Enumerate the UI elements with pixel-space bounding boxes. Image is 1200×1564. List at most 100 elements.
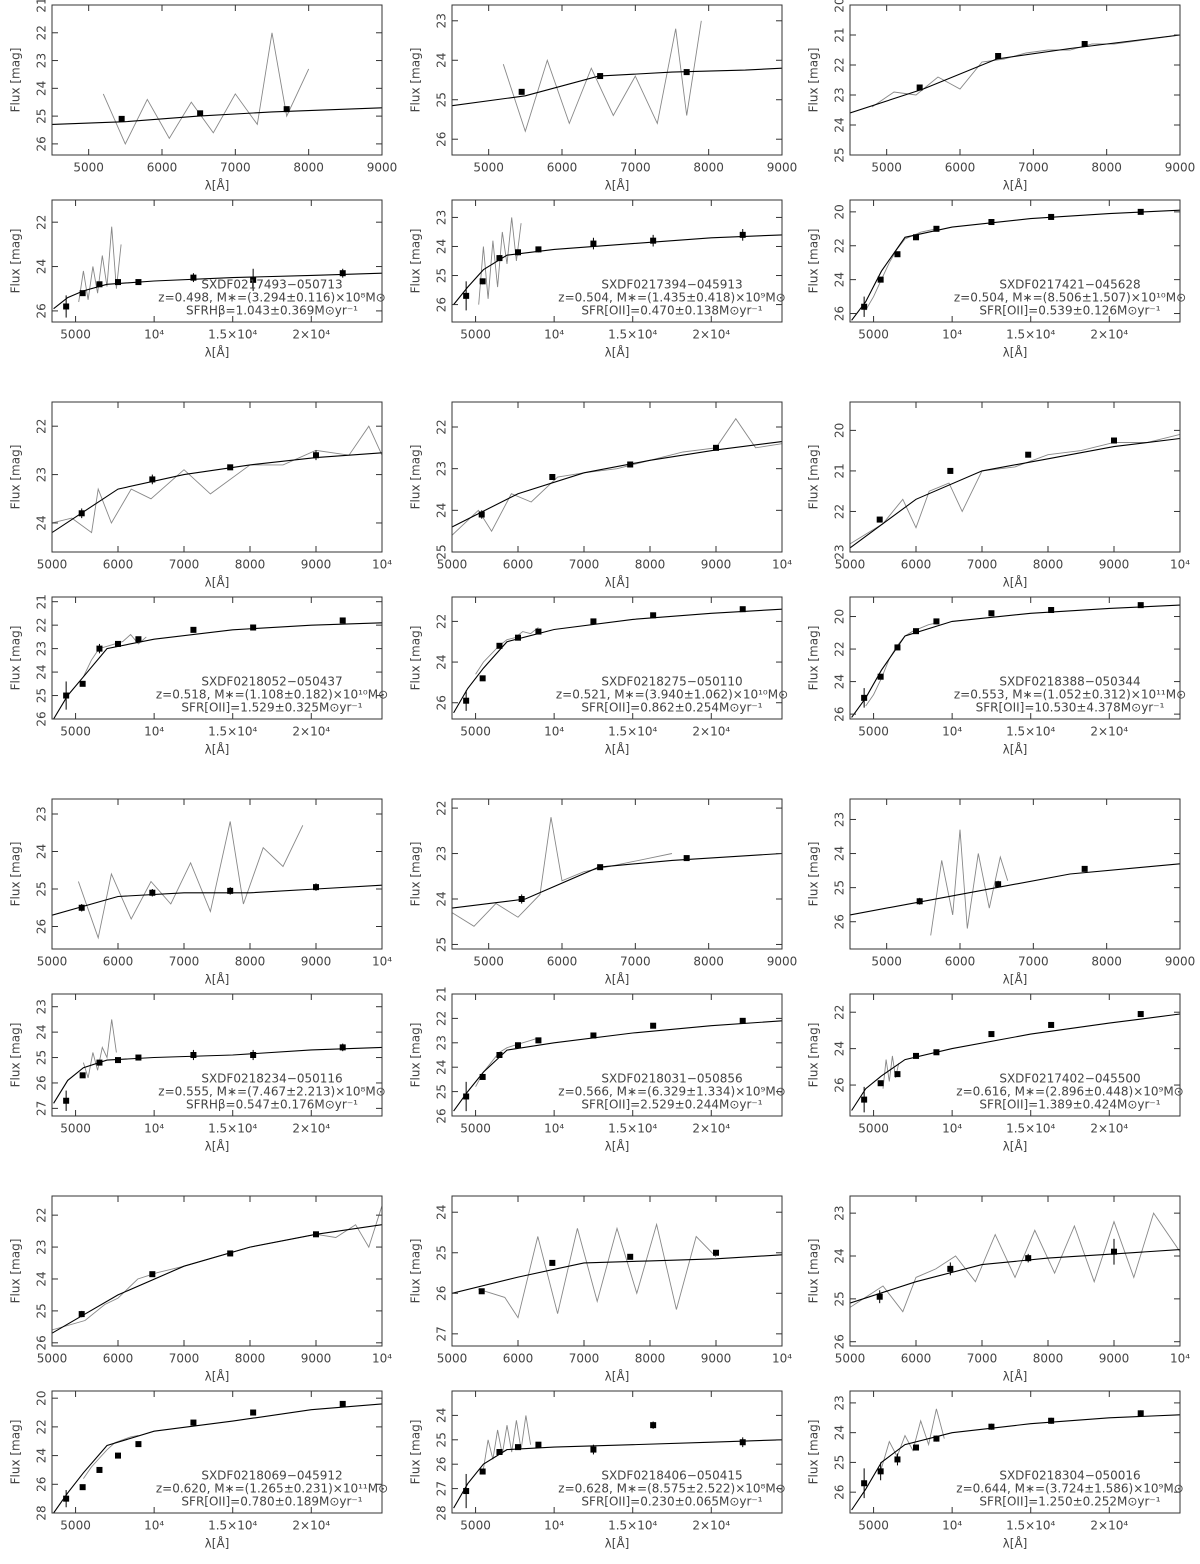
photometry-point bbox=[739, 1439, 746, 1446]
photometry-point bbox=[63, 303, 70, 310]
y-tick-label: 25 bbox=[833, 147, 847, 162]
photometry-point bbox=[227, 464, 234, 471]
y-axis-label: Flux [mag] bbox=[9, 1023, 23, 1088]
y-axis-label: Flux [mag] bbox=[409, 1420, 423, 1485]
x-tick-label: 7000 bbox=[569, 1352, 600, 1366]
x-tick-label: 9000 bbox=[367, 161, 398, 175]
photometry-point bbox=[739, 1017, 746, 1024]
x-tick-label: 10⁴ bbox=[144, 1519, 164, 1533]
y-tick-label: 25 bbox=[35, 1050, 49, 1065]
y-tick-label: 24 bbox=[35, 515, 49, 530]
model-line bbox=[453, 1020, 782, 1112]
x-tick-label: 2×10⁴ bbox=[292, 725, 330, 739]
x-tick-label: 2×10⁴ bbox=[1090, 328, 1128, 342]
photometry-point bbox=[1025, 451, 1032, 458]
spectrum-line bbox=[850, 433, 1180, 545]
annotation: SXDF0218069−045912 bbox=[201, 1469, 342, 1483]
photometry-point bbox=[877, 1080, 884, 1087]
photometry-point bbox=[549, 474, 556, 480]
panel: 5000 6000 7000 8000 9000 10⁴ 20 21 22 23 λ[Å] Flux … bbox=[807, 401, 1190, 590]
y-axis-label: Flux [mag] bbox=[9, 626, 23, 691]
x-tick-label: 5000 bbox=[871, 955, 902, 969]
y-axis-label: Flux [mag] bbox=[807, 1239, 821, 1304]
photometry-point bbox=[988, 1031, 995, 1038]
photometry-point bbox=[877, 673, 884, 680]
y-tick-label: 23 bbox=[435, 846, 449, 861]
x-tick-label: 1.5×10⁴ bbox=[608, 1122, 657, 1136]
y-tick-label: 25 bbox=[435, 92, 449, 107]
photometry-point bbox=[1137, 602, 1144, 609]
photometry-point bbox=[463, 292, 470, 299]
x-axis-label: λ[Å] bbox=[1003, 742, 1028, 757]
x-axis-label: λ[Å] bbox=[605, 178, 630, 193]
annotation: SFR[OII]=0.780±0.189M⊙yr⁻¹ bbox=[181, 1495, 362, 1509]
x-tick-label: 5000 bbox=[871, 161, 902, 175]
y-tick-label: 28 bbox=[35, 1505, 49, 1520]
spectrum-line bbox=[478, 1222, 717, 1319]
annotation: z=0.504, M∗=(1.435±0.418)×10⁹M⊙ bbox=[558, 291, 785, 305]
y-tick-label: 23 bbox=[435, 461, 449, 476]
photometry-point bbox=[590, 1032, 597, 1039]
photometry-point bbox=[627, 461, 634, 468]
x-tick-label: 9000 bbox=[701, 558, 732, 572]
y-tick-label: 24 bbox=[35, 81, 49, 96]
y-tick-label: 26 bbox=[435, 1457, 449, 1472]
x-tick-label: 1.5×10⁴ bbox=[1006, 328, 1055, 342]
plot-frame bbox=[849, 1195, 1181, 1347]
spectrum-line bbox=[83, 1435, 139, 1479]
photometry-point bbox=[197, 110, 204, 117]
photometry-point bbox=[947, 1265, 954, 1272]
x-tick-label: 6000 bbox=[103, 955, 134, 969]
y-tick-label: 24 bbox=[435, 503, 449, 518]
photometry-point bbox=[988, 610, 995, 617]
x-tick-label: 8000 bbox=[1091, 955, 1122, 969]
photometry-point bbox=[913, 628, 919, 635]
photometry-point bbox=[1111, 1248, 1117, 1255]
x-tick-label: 1.5×10⁴ bbox=[608, 725, 657, 739]
annotation: z=0.644, M∗=(3.724±1.586)×10⁹M⊙ bbox=[956, 1482, 1183, 1496]
photometry-point bbox=[118, 115, 125, 122]
y-tick-label: 23 bbox=[833, 1395, 847, 1410]
photometry-point bbox=[250, 276, 257, 283]
annotation: SFR[OII]=0.539±0.126M⊙yr⁻¹ bbox=[979, 304, 1160, 318]
photometry-point bbox=[933, 1435, 940, 1442]
photometry-point bbox=[515, 634, 521, 641]
photometry-point bbox=[518, 88, 525, 95]
photometry-point bbox=[597, 73, 604, 80]
x-axis-label: λ[Å] bbox=[205, 742, 230, 757]
y-tick-label: 27 bbox=[35, 1101, 49, 1116]
photometry-point bbox=[518, 896, 525, 902]
x-tick-label: 6000 bbox=[945, 161, 976, 175]
annotation: z=0.628, M∗=(8.575±2.522)×10⁸M⊙ bbox=[558, 1482, 785, 1496]
photometry-point bbox=[535, 246, 542, 253]
x-tick-label: 8000 bbox=[693, 161, 724, 175]
photometry-point bbox=[650, 1022, 657, 1029]
x-tick-label: 6000 bbox=[147, 161, 178, 175]
y-tick-label: 28 bbox=[435, 1505, 449, 1520]
y-tick-label: 24 bbox=[833, 674, 847, 689]
y-tick-label: 26 bbox=[833, 914, 847, 929]
panel: 5000 10⁴ 1.5×10⁴ 2×10⁴ 21 22 23 24 25 26 λ[Å] Flux … bbox=[9, 594, 389, 756]
photometry-point bbox=[894, 644, 901, 651]
x-axis-label: λ[Å] bbox=[1003, 345, 1028, 360]
photometry-point bbox=[496, 1052, 503, 1058]
photometry-point bbox=[78, 1311, 85, 1318]
annotation: SXDF0218031−050856 bbox=[601, 1072, 742, 1086]
x-tick-label: 6000 bbox=[547, 161, 578, 175]
x-tick-label: 8000 bbox=[235, 558, 266, 572]
annotation: SFRHβ=1.043±0.369M⊙yr⁻¹ bbox=[186, 304, 358, 318]
annotation: SFR[OII]=1.529±0.325M⊙yr⁻¹ bbox=[181, 701, 362, 715]
plot-frame bbox=[51, 1390, 383, 1514]
spectrum-line bbox=[452, 817, 673, 927]
y-tick-label: 22 bbox=[833, 504, 847, 519]
photometry-point bbox=[463, 697, 470, 704]
y-tick-label: 24 bbox=[435, 53, 449, 68]
x-tick-label: 5000 bbox=[437, 558, 468, 572]
y-tick-label: 21 bbox=[833, 463, 847, 478]
annotation: SXDF0218234−050116 bbox=[201, 1072, 342, 1086]
photometry-point bbox=[1137, 1011, 1144, 1018]
y-tick-label: 24 bbox=[435, 891, 449, 906]
x-axis-label: λ[Å] bbox=[605, 972, 630, 987]
photometry-point bbox=[478, 511, 485, 518]
y-axis-label: Flux [mag] bbox=[9, 1239, 23, 1304]
